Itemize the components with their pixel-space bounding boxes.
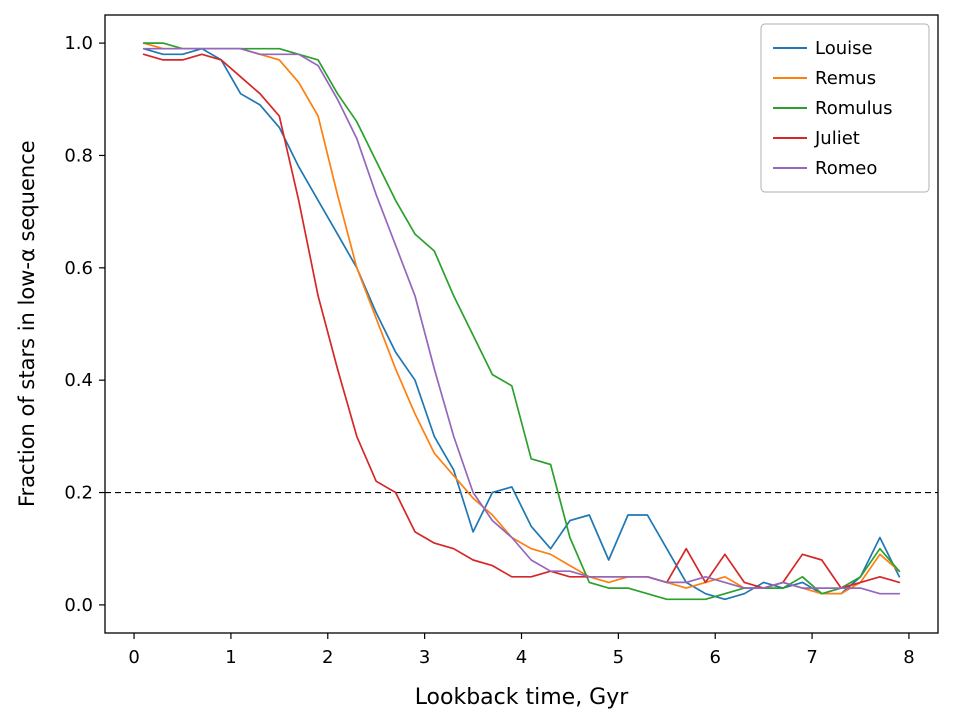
x-tick-label: 8 [903,647,914,668]
x-tick-label: 4 [516,647,527,668]
y-tick-label: 0.8 [64,145,93,166]
legend-label-romulus: Romulus [815,98,892,119]
y-axis-label: Fraction of stars in low-α sequence [15,140,39,508]
x-tick-label: 7 [806,647,817,668]
x-tick-label: 1 [225,647,236,668]
x-tick-label: 3 [419,647,430,668]
x-axis-label: Lookback time, Gyr [414,685,629,710]
x-tick-label: 5 [613,647,624,668]
legend-label-louise: Louise [815,38,873,59]
legend-box [760,23,930,193]
x-tick-label: 6 [709,647,720,668]
x-tick-label: 2 [322,647,333,668]
y-tick-label: 0.2 [64,483,93,504]
legend-label-juliet: Juliet [814,128,860,149]
series-line-romeo [142,47,901,595]
y-tick-label: 0.4 [64,370,93,391]
y-tick-label: 0.6 [64,258,93,279]
legend-label-romeo: Romeo [815,158,877,179]
legend-label-remus: Remus [815,68,876,89]
x-tick-label: 0 [128,647,139,668]
y-tick-label: 0.0 [64,595,93,616]
series-line-romulus [142,42,901,601]
y-tick-label: 1.0 [64,33,93,54]
